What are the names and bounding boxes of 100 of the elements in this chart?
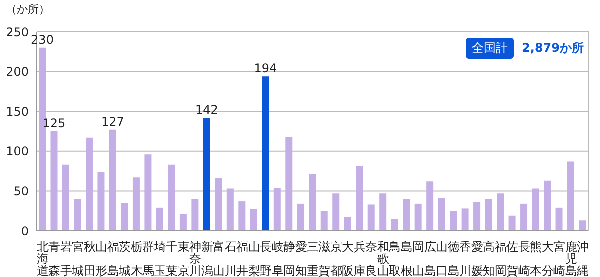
data-label: 194 xyxy=(254,62,278,76)
annotation: 全国計 xyxy=(466,38,514,59)
x-tick-label: 東京 xyxy=(178,240,190,277)
bar xyxy=(262,76,270,231)
data-label: 127 xyxy=(102,114,124,129)
bar xyxy=(391,219,398,231)
x-tick-label: 宮崎 xyxy=(554,240,566,277)
bar xyxy=(508,216,516,231)
x-tick-label: 宮城 xyxy=(71,240,84,277)
bar xyxy=(98,172,105,231)
x-tick-label: 茨城 xyxy=(118,240,132,277)
x-tick-label: 佐賀 xyxy=(506,240,519,277)
x-tick-label: 富山 xyxy=(213,240,226,277)
bar xyxy=(132,178,140,231)
x-tick-label: 長野 xyxy=(260,240,272,277)
bar xyxy=(121,203,128,231)
x-tick-label: 大阪 xyxy=(342,240,354,277)
x-tick-label: 静岡 xyxy=(284,240,296,277)
x-tick-label: 滋賀 xyxy=(318,240,331,277)
bar xyxy=(226,188,234,231)
x-tick-label: 神奈川 xyxy=(190,240,202,277)
bar xyxy=(215,178,222,231)
x-tick-label: 福島 xyxy=(107,240,120,277)
x-tick-label: 熊本 xyxy=(530,240,542,277)
x-tick-label: 千葉 xyxy=(166,240,178,277)
x-tick-label: 山梨 xyxy=(248,240,260,277)
bar xyxy=(109,130,116,231)
bar xyxy=(544,180,552,231)
bar xyxy=(238,202,246,231)
annotation: 2,879か所 xyxy=(522,40,584,57)
x-tick-label: 長崎 xyxy=(518,240,530,277)
x-tick-label: 兵庫 xyxy=(354,240,366,277)
bar xyxy=(414,204,422,231)
bar xyxy=(320,211,328,231)
bar xyxy=(497,194,504,231)
x-tick-label: 岩手 xyxy=(60,240,72,277)
y-tick-label: 200 xyxy=(6,65,29,80)
bar xyxy=(474,202,481,231)
x-tick-label: 愛媛 xyxy=(471,240,484,277)
data-label: 125 xyxy=(42,116,66,130)
x-tick-label: 青森 xyxy=(48,240,61,277)
y-tick-label: 250 xyxy=(6,25,29,40)
x-tick-label: 奈良 xyxy=(366,240,378,277)
bar xyxy=(203,118,210,231)
x-tick-label: 山口 xyxy=(436,240,448,277)
bar xyxy=(332,194,340,231)
bar xyxy=(74,199,82,231)
x-tick-label: 栃木 xyxy=(130,240,143,277)
bar xyxy=(62,164,70,231)
x-tick-label: 福井 xyxy=(236,240,249,277)
bar xyxy=(579,220,586,231)
bar xyxy=(485,199,492,231)
bar xyxy=(556,208,563,231)
x-tick-label: 香川 xyxy=(460,240,472,277)
data-label: 142 xyxy=(195,102,218,117)
y-tick-label: 100 xyxy=(6,144,29,159)
bar xyxy=(403,199,410,231)
bar xyxy=(532,188,540,231)
y-tick-label: 50 xyxy=(14,184,29,198)
bar xyxy=(86,138,93,231)
bar xyxy=(462,208,469,231)
bar xyxy=(286,137,293,231)
bar xyxy=(168,164,176,231)
y-axis-title: （か所） xyxy=(6,2,50,17)
y-tick-label: 150 xyxy=(6,104,29,119)
x-tick-label: 広島 xyxy=(424,240,436,277)
x-tick-label: 埼玉 xyxy=(153,240,166,277)
bar xyxy=(39,48,46,231)
x-tick-label: 高知 xyxy=(483,240,496,277)
y-tick-label: 0 xyxy=(21,224,29,238)
x-tick-label: 三重 xyxy=(307,240,319,277)
bar xyxy=(438,198,446,231)
x-tick-label: 鹿児島 xyxy=(565,240,578,277)
bar xyxy=(426,182,434,231)
x-tick-label: 和歌山 xyxy=(377,240,390,277)
x-tick-label: 山形 xyxy=(96,240,108,277)
bar xyxy=(156,208,164,231)
bar xyxy=(520,204,528,231)
x-tick-label: 秋田 xyxy=(84,240,96,277)
x-tick-label: 愛知 xyxy=(295,240,308,277)
x-tick-label: 京都 xyxy=(330,240,342,277)
bar xyxy=(450,211,458,231)
bar xyxy=(368,204,375,231)
x-tick-label: 大分 xyxy=(542,240,554,277)
x-tick-label: 島根 xyxy=(400,240,413,277)
bar xyxy=(274,188,281,231)
bar xyxy=(309,174,316,231)
x-tick-label: 岐阜 xyxy=(272,240,284,277)
x-tick-label: 福岡 xyxy=(494,240,507,277)
x-tick-label: 徳島 xyxy=(448,240,460,277)
x-tick-label: 岡山 xyxy=(412,240,425,277)
bar xyxy=(144,154,152,231)
bar xyxy=(297,204,304,231)
bar xyxy=(568,162,575,231)
x-tick-label: 北海道 xyxy=(36,240,49,277)
bar xyxy=(180,214,187,231)
x-tick-label: 石川 xyxy=(224,240,237,277)
data-label: 230 xyxy=(31,32,54,47)
x-tick-label: 新潟 xyxy=(201,240,214,277)
bar xyxy=(192,199,199,231)
